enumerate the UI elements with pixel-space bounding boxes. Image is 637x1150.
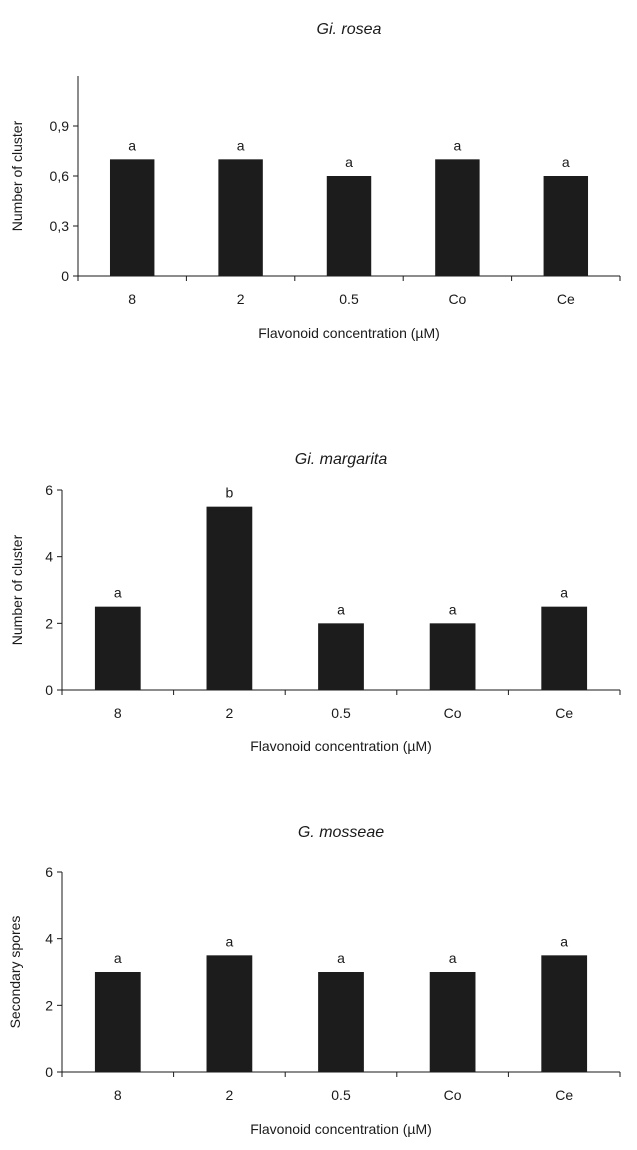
x-tick-label: 2 xyxy=(226,1087,234,1103)
bar-0.5 xyxy=(318,972,364,1072)
significance-label: a xyxy=(345,154,353,170)
significance-label: a xyxy=(114,585,122,601)
x-tick-label: 8 xyxy=(114,1087,122,1103)
y-tick-label: 6 xyxy=(45,864,53,880)
x-tick-label: 8 xyxy=(128,291,136,307)
y-tick-label: 0,3 xyxy=(50,218,70,234)
chart-title: Gi. margarita xyxy=(295,451,388,468)
significance-label: b xyxy=(226,485,234,501)
y-axis-label: Number of cluster xyxy=(9,120,25,231)
x-axis-label: Flavonoid concentration (µM) xyxy=(250,1121,432,1137)
significance-label: a xyxy=(449,601,457,617)
significance-label: a xyxy=(560,933,568,949)
y-axis-label: Number of cluster xyxy=(9,534,25,645)
y-axis-label: Secondary spores xyxy=(7,916,23,1029)
bar-Ce xyxy=(541,606,588,690)
chart-title: Gi. rosea xyxy=(317,21,382,38)
significance-label: a xyxy=(337,950,345,966)
bar-Ce xyxy=(541,955,588,1072)
bar-Co xyxy=(435,159,480,276)
x-tick-label: Ce xyxy=(555,1087,573,1103)
significance-label: a xyxy=(337,601,345,617)
x-tick-label: 2 xyxy=(226,705,234,721)
significance-label: a xyxy=(226,933,234,949)
bar-Co xyxy=(429,623,476,690)
x-tick-label: 8 xyxy=(114,705,122,721)
y-tick-label: 0,6 xyxy=(50,168,70,184)
x-axis-label: Flavonoid concentration (µM) xyxy=(258,325,440,341)
bar-0.5 xyxy=(318,623,364,690)
significance-label: a xyxy=(454,137,462,153)
x-tick-label: Co xyxy=(448,291,466,307)
y-tick-label: 4 xyxy=(45,931,53,947)
chart-title: G. mosseae xyxy=(298,824,384,841)
significance-label: a xyxy=(237,137,245,153)
significance-label: a xyxy=(560,585,568,601)
x-axis-label: Flavonoid concentration (µM) xyxy=(250,738,432,754)
y-tick-label: 0 xyxy=(61,268,69,284)
y-tick-label: 0 xyxy=(45,682,53,698)
x-tick-label: 0.5 xyxy=(331,705,351,721)
significance-label: a xyxy=(449,950,457,966)
significance-label: a xyxy=(114,950,122,966)
y-tick-label: 0 xyxy=(45,1064,53,1080)
bar-8 xyxy=(94,972,141,1072)
x-tick-label: 2 xyxy=(237,291,245,307)
y-tick-label: 6 xyxy=(45,482,53,498)
bar-8 xyxy=(109,159,155,276)
y-tick-label: 0,9 xyxy=(50,118,70,134)
significance-label: a xyxy=(562,154,570,170)
chart-panel-1: Gi. rosea 0 0,3 0,6 0,9 a 8 a 2 a 0.5 a Co a Ce Flavono… xyxy=(9,21,621,341)
y-tick-label: 4 xyxy=(45,549,53,565)
x-tick-label: Co xyxy=(444,1087,462,1103)
chart-panel-3: G. mosseae 0 2 4 6 a 8 a 2 a 0.5 a Co a Ce Flavonoid co… xyxy=(7,824,621,1137)
y-tick-label: 2 xyxy=(45,997,53,1013)
bar-Ce xyxy=(543,176,589,276)
x-tick-label: Ce xyxy=(555,705,573,721)
x-tick-label: 0.5 xyxy=(339,291,359,307)
y-tick-label: 2 xyxy=(45,615,53,631)
bar-0.5 xyxy=(326,176,372,276)
chart-panel-2: Gi. margarita 0 2 4 6 a 8 b 2 a 0.5 a Co a Ce Flavonoid… xyxy=(9,451,621,754)
significance-label: a xyxy=(128,137,136,153)
bar-2 xyxy=(206,506,253,690)
x-tick-label: 0.5 xyxy=(331,1087,351,1103)
x-tick-label: Co xyxy=(444,705,462,721)
bar-2 xyxy=(206,955,253,1072)
bar-8 xyxy=(94,606,141,690)
x-tick-label: Ce xyxy=(557,291,575,307)
bar-Co xyxy=(429,972,476,1072)
bar-2 xyxy=(218,159,263,276)
